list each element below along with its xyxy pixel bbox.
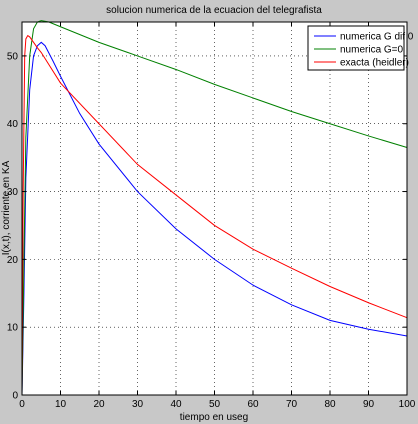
legend-box (307, 25, 405, 71)
tick-labels: 0 10 20 30 40 50 60 70 80 90 100 0 10 20 30 40 50 (7, 51, 416, 410)
y-tick-label: 20 (7, 255, 19, 266)
series-line (21, 20, 408, 396)
legend: numerica G dif 0 numerica G=0 exacta (heid… (307, 25, 414, 71)
x-tick-label: 50 (209, 399, 221, 410)
x-tick-label: 80 (324, 399, 336, 410)
x-tick-label: 70 (286, 399, 298, 410)
y-axis-title: I(x,t), corriente en KA (1, 160, 12, 255)
y-tick-label: 0 (12, 391, 18, 402)
axis-ticks (21, 22, 408, 396)
y-tick-label: 40 (7, 119, 19, 130)
series-lines (21, 20, 408, 396)
x-tick-label: 100 (399, 399, 416, 410)
x-tick-label: 60 (247, 399, 259, 410)
chart-title: solucion numerica de la ecuacion del tel… (106, 5, 322, 16)
x-tick-label: 20 (93, 399, 105, 410)
x-tick-label: 30 (132, 399, 144, 410)
plot-background (22, 22, 407, 395)
series-line (21, 34, 408, 396)
x-tick-label: 40 (170, 399, 182, 410)
x-tick-label: 90 (363, 399, 375, 410)
legend-label: numerica G=0 (340, 45, 404, 56)
x-tick-label: 0 (19, 399, 25, 410)
y-tick-label: 50 (7, 51, 19, 62)
legend-label: exacta (heidler) (340, 58, 409, 69)
series-line (21, 41, 408, 396)
y-tick-label: 10 (7, 323, 19, 334)
y-tick-label: 30 (7, 187, 19, 198)
x-axis-title: tiempo en useg (180, 412, 248, 423)
x-tick-label: 10 (55, 399, 67, 410)
legend-label: numerica G dif 0 (340, 32, 414, 43)
